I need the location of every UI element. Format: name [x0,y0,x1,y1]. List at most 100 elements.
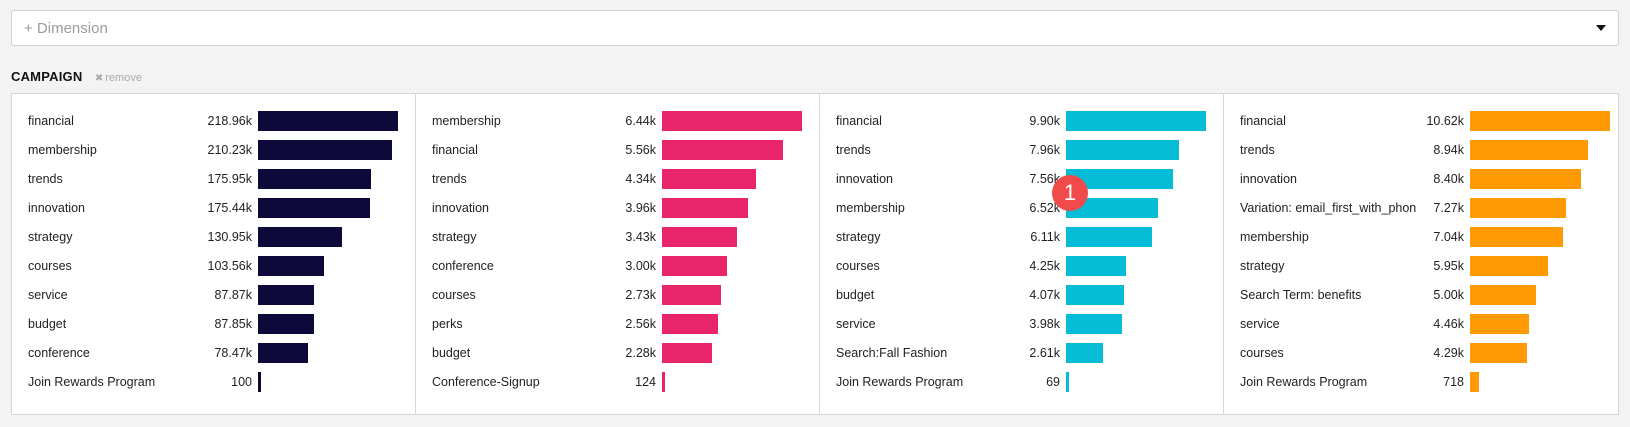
list-item[interactable]: Variation: email_first_with_phon 7.27k [1240,197,1615,219]
list-item[interactable]: strategy 3.43k [432,226,807,248]
dimension-select[interactable]: + Dimension [11,10,1619,46]
row-bar [662,140,783,160]
row-bar [1066,169,1173,189]
row-bar [662,285,721,305]
list-item[interactable]: Join Rewards Program 718 [1240,371,1615,393]
list-item[interactable]: courses 4.25k [836,255,1211,277]
row-value: 2.73k [625,288,656,302]
row-bar [662,169,756,189]
list-item[interactable]: courses 103.56k [28,255,403,277]
row-value: 2.61k [1029,346,1060,360]
row-label: courses [836,259,880,273]
row-value: 4.07k [1029,288,1060,302]
row-value: 103.56k [207,259,252,273]
list-item[interactable]: membership 6.44k [432,110,807,132]
row-label: budget [836,288,875,302]
list-item[interactable]: perks 2.56k [432,313,807,335]
row-label: service [836,317,876,331]
list-item[interactable]: conference 3.00k [432,255,807,277]
row-value: 718 [1443,375,1464,389]
row-value: 175.44k [207,201,252,215]
row-value: 8.94k [1433,143,1464,157]
list-item[interactable]: membership 7.04k [1240,226,1615,248]
row-bar [1470,198,1566,218]
list-item[interactable]: strategy 5.95k [1240,255,1615,277]
list-item[interactable]: financial 10.62k [1240,110,1615,132]
list-item[interactable]: budget 2.28k [432,342,807,364]
list-item[interactable]: service 87.87k [28,284,403,306]
list-item[interactable]: Search:Fall Fashion 2.61k [836,342,1211,364]
dimension-select-placeholder: + Dimension [24,20,108,37]
row-bar [258,256,324,276]
row-value: 6.44k [625,114,656,128]
section-header: CAMPAIGN ✖ remove [11,68,142,84]
list-item[interactable]: budget 87.85k [28,313,403,335]
list-item[interactable]: membership 6.52k [836,197,1211,219]
row-label: membership [1240,230,1309,244]
list-item[interactable]: Search Term: benefits 5.00k [1240,284,1615,306]
row-value: 6.52k [1029,201,1060,215]
row-value: 3.96k [625,201,656,215]
row-bar [258,285,314,305]
row-value: 5.00k [1433,288,1464,302]
list-item[interactable]: membership 210.23k [28,139,403,161]
list-item[interactable]: Join Rewards Program 100 [28,371,403,393]
row-label: trends [432,172,467,186]
row-value: 7.27k [1433,201,1464,215]
list-item[interactable]: service 3.98k [836,313,1211,335]
list-item[interactable]: financial 5.56k [432,139,807,161]
list-item[interactable]: Conference-Signup 124 [432,371,807,393]
list-item[interactable]: service 4.46k [1240,313,1615,335]
list-item[interactable]: financial 9.90k [836,110,1211,132]
row-bar [258,111,398,131]
list-item[interactable]: budget 4.07k [836,284,1211,306]
list-item[interactable]: innovation 7.56k [836,168,1211,190]
row-bar [1066,314,1122,334]
row-value: 8.40k [1433,172,1464,186]
list-item[interactable]: courses 4.29k [1240,342,1615,364]
row-label: trends [836,143,871,157]
close-icon[interactable]: ✖ [94,73,104,84]
row-label: perks [432,317,463,331]
row-value: 2.56k [625,317,656,331]
row-label: innovation [28,201,85,215]
caret-down-icon[interactable] [1596,25,1606,31]
row-bar [662,198,748,218]
list-item[interactable]: innovation 3.96k [432,197,807,219]
row-value: 3.98k [1029,317,1060,331]
list-item[interactable]: trends 175.95k [28,168,403,190]
breakdown-panels: financial 218.96k membership 210.23k trends 1… [11,93,1619,415]
row-label: innovation [1240,172,1297,186]
list-item[interactable]: innovation 175.44k [28,197,403,219]
row-bar [662,111,802,131]
row-bar [1470,111,1610,131]
list-item[interactable]: Join Rewards Program 69 [836,371,1211,393]
list-item[interactable]: innovation 8.40k [1240,168,1615,190]
row-value: 3.00k [625,259,656,273]
row-label: strategy [432,230,477,244]
row-bar [1470,169,1581,189]
remove-label[interactable]: remove [105,72,142,84]
row-value: 5.95k [1433,259,1464,273]
list-item[interactable]: conference 78.47k [28,342,403,364]
row-label: financial [836,114,882,128]
list-item[interactable]: strategy 6.11k [836,226,1211,248]
row-label: trends [28,172,63,186]
row-label: service [28,288,68,302]
list-item[interactable]: trends 7.96k [836,139,1211,161]
row-label: financial [432,143,478,157]
list-item[interactable]: trends 8.94k [1240,139,1615,161]
row-label: strategy [28,230,73,244]
row-value: 210.23k [207,143,252,157]
row-bar [1470,140,1588,160]
list-item[interactable]: financial 218.96k [28,110,403,132]
row-label: trends [1240,143,1275,157]
row-value: 69 [1046,375,1060,389]
section-title: CAMPAIGN [11,69,83,84]
remove-link[interactable]: ✖ remove [95,72,142,84]
list-item[interactable]: strategy 130.95k [28,226,403,248]
list-item[interactable]: courses 2.73k [432,284,807,306]
row-value: 175.95k [207,172,252,186]
metric-panel-4: financial 10.62k trends 8.94k innovation 8.40… [1224,94,1630,414]
list-item[interactable]: trends 4.34k [432,168,807,190]
